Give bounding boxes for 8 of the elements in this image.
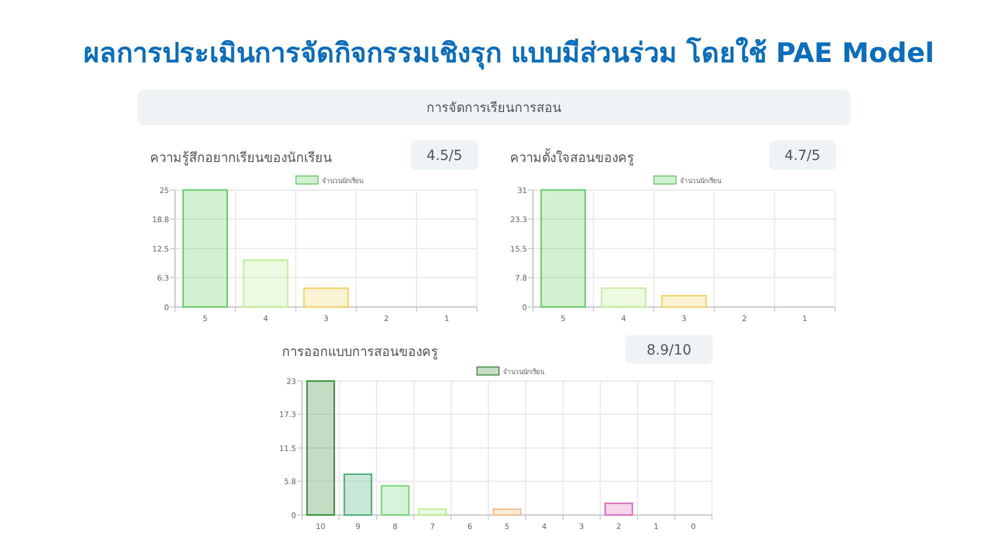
chart-title: ความตั้งใจสอนของครู — [510, 148, 634, 166]
text: 8.9/10 — [646, 342, 692, 358]
chart-title: ความรู้สึกอยากเรียนของนักเรียน — [150, 150, 332, 166]
text: การจัดการเรียนการสอน — [426, 100, 562, 116]
text: 4.7/5 — [784, 148, 820, 164]
text: 4.5/5 — [426, 148, 462, 164]
chart-title: การออกแบบการสอนของครู — [282, 345, 438, 360]
text: ผลการประเมินการจัดกิจกรรมเชิงรุก แบบมีส่วนร่วม โดยใช้ PAE Model — [84, 36, 934, 70]
